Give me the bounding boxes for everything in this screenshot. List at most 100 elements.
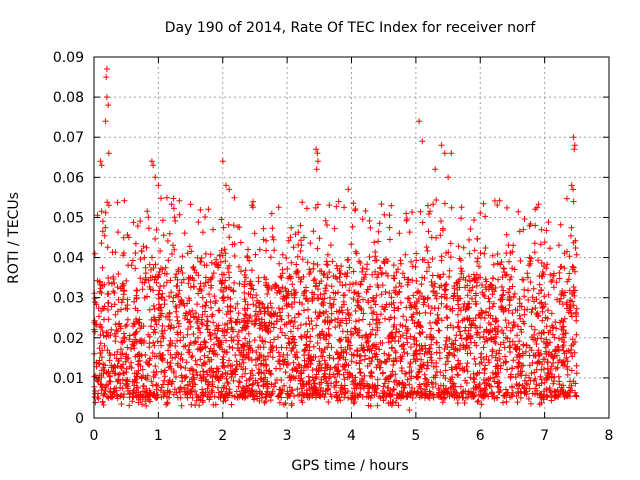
- x-tick-label: 7: [540, 428, 549, 444]
- data-point: [389, 368, 396, 375]
- data-point: [153, 321, 160, 328]
- data-point: [391, 386, 398, 393]
- data-point: [570, 186, 576, 193]
- data-point: [251, 337, 258, 344]
- data-point: [220, 384, 227, 391]
- data-point: [554, 352, 560, 359]
- data-point: [416, 118, 423, 125]
- data-point: [520, 342, 527, 349]
- data-point: [275, 305, 282, 312]
- data-point: [318, 353, 325, 360]
- data-point: [281, 321, 288, 328]
- data-point: [490, 261, 497, 268]
- data-point: [436, 344, 443, 351]
- data-point: [304, 328, 311, 335]
- data-point: [387, 314, 394, 321]
- data-point: [98, 290, 105, 296]
- data-point: [430, 201, 437, 208]
- data-point: [276, 260, 283, 267]
- data-point: [421, 371, 428, 378]
- data-point: [144, 376, 150, 383]
- data-point: [500, 399, 506, 406]
- data-point: [235, 310, 242, 317]
- data-point: [360, 296, 366, 303]
- data-point: [228, 401, 235, 408]
- data-point: [112, 338, 119, 345]
- data-point: [303, 295, 310, 302]
- data-point: [302, 346, 308, 353]
- data-point: [458, 265, 464, 272]
- data-point: [259, 337, 266, 344]
- data-point: [533, 381, 540, 388]
- data-point: [255, 274, 262, 281]
- data-point: [114, 199, 121, 206]
- data-point: [99, 328, 106, 335]
- data-point: [343, 320, 350, 327]
- data-point: [379, 340, 386, 346]
- data-point: [495, 384, 502, 391]
- data-point: [313, 146, 320, 153]
- data-point: [277, 365, 284, 372]
- data-point: [120, 234, 127, 241]
- data-point: [447, 240, 454, 247]
- data-point: [445, 174, 452, 181]
- data-point: [183, 373, 190, 380]
- data-point: [418, 281, 425, 288]
- data-point: [422, 394, 428, 401]
- data-point: [118, 306, 124, 313]
- data-point: [290, 359, 297, 366]
- data-point: [506, 258, 512, 265]
- data-point: [436, 349, 443, 356]
- data-point: [249, 294, 256, 301]
- data-point: [101, 343, 108, 349]
- data-point: [392, 371, 399, 378]
- data-point: [507, 349, 514, 355]
- data-point: [167, 277, 174, 284]
- data-point: [507, 343, 514, 349]
- data-point: [215, 340, 222, 347]
- data-point: [353, 318, 359, 325]
- data-point: [322, 287, 329, 294]
- data-point: [188, 248, 195, 255]
- data-point: [188, 354, 195, 361]
- data-point: [557, 221, 564, 228]
- data-point: [165, 347, 172, 354]
- data-point: [236, 379, 243, 386]
- data-point: [453, 279, 460, 286]
- data-point: [196, 345, 203, 352]
- data-point: [101, 316, 107, 323]
- data-point: [503, 231, 510, 238]
- data-point: [332, 316, 338, 323]
- data-point: [224, 379, 231, 386]
- data-point: [355, 299, 362, 306]
- data-point: [547, 327, 554, 334]
- data-point: [268, 210, 275, 217]
- data-point: [477, 388, 484, 395]
- data-point: [226, 357, 232, 364]
- data-point: [107, 352, 114, 359]
- data-point: [415, 369, 422, 376]
- data-point: [242, 311, 249, 318]
- data-point: [397, 353, 404, 360]
- data-point: [443, 304, 450, 311]
- data-point: [148, 323, 154, 330]
- data-point: [364, 363, 371, 369]
- data-point: [500, 265, 507, 272]
- data-point: [458, 335, 465, 342]
- data-point: [111, 330, 118, 337]
- data-point: [573, 362, 580, 369]
- data-point: [105, 299, 112, 306]
- data-point: [223, 182, 229, 189]
- data-point: [521, 377, 528, 384]
- data-point: [346, 317, 353, 324]
- data-point: [353, 384, 360, 391]
- data-point: [98, 208, 105, 215]
- data-point: [229, 392, 235, 399]
- data-point: [112, 311, 119, 318]
- data-point: [130, 393, 137, 400]
- data-point: [186, 308, 193, 315]
- data-point: [464, 350, 471, 357]
- data-point: [269, 354, 276, 361]
- data-point: [297, 322, 304, 328]
- data-point: [378, 291, 385, 298]
